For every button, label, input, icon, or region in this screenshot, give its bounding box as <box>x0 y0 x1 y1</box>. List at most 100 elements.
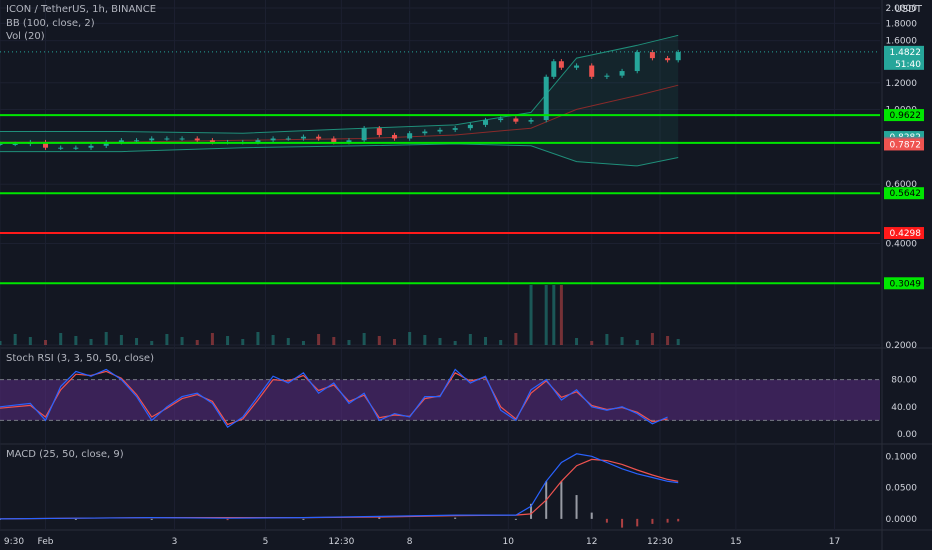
volume-bar <box>256 332 260 345</box>
macd-histogram-bar <box>621 518 624 528</box>
x-tick-label: 9:30 <box>4 537 24 547</box>
level-price-badge <box>884 277 924 290</box>
candle-body <box>331 138 337 143</box>
volume-bar <box>119 335 123 345</box>
level-price-badge <box>884 227 924 240</box>
price-pane[interactable] <box>0 34 880 345</box>
stoch-y-tick-label: 80.00 <box>891 376 917 386</box>
candle-body <box>209 140 215 143</box>
macd-y-tick-label: 0.1000 <box>886 452 918 462</box>
volume-bar <box>241 339 245 345</box>
candle-body <box>589 65 595 77</box>
stoch-rsi-legend: Stoch RSI (3, 3, 50, 50, close) <box>6 353 154 364</box>
level-price-label: 0.5642 <box>890 189 922 199</box>
candle-body <box>551 61 557 77</box>
volume-bar <box>635 340 639 345</box>
x-tick-label: 12:30 <box>647 537 673 547</box>
y-tick-label: 0.4000 <box>886 240 918 250</box>
countdown-label: 51:40 <box>895 60 921 70</box>
x-tick-label: 10 <box>503 537 515 547</box>
price-label-text: 0.7872 <box>890 140 922 150</box>
macd-histogram-bar <box>530 503 533 519</box>
volume-bar <box>195 340 199 345</box>
volume-bar <box>620 337 624 345</box>
volume-bar <box>438 338 442 345</box>
volume-bar <box>544 285 548 345</box>
candle-body <box>513 118 519 122</box>
macd-legend: MACD (25, 50, close, 9) <box>6 449 124 460</box>
candle-body <box>604 75 610 77</box>
volume-bar <box>377 336 381 345</box>
macd-histogram-bar <box>378 517 381 519</box>
volume-bar <box>468 334 472 345</box>
candle-body <box>88 145 94 148</box>
candle-body <box>665 58 671 61</box>
candle-body <box>270 138 276 141</box>
volume-bar <box>650 333 654 345</box>
candle-body <box>407 133 413 139</box>
current-price-label: 1.4822 <box>890 48 922 58</box>
volume-bar <box>44 340 48 345</box>
macd-histogram-bar <box>651 518 654 524</box>
level-price-badge <box>884 187 924 200</box>
volume-bar <box>165 334 169 345</box>
volume-bar <box>453 341 457 345</box>
macd-histogram-bar <box>575 495 578 519</box>
candle-body <box>634 52 640 72</box>
macd-histogram-bar <box>454 517 457 519</box>
stoch-y-tick-label: 40.00 <box>891 403 917 413</box>
candle-body <box>619 71 625 76</box>
volume-bar <box>575 338 579 345</box>
macd-histogram-bar <box>226 518 229 521</box>
macd-histogram-bar <box>605 518 608 523</box>
chart-title: ICON / TetherUS, 1h, BINANCE <box>6 4 157 15</box>
volume-bar <box>408 332 412 345</box>
level-price-label: 0.3049 <box>890 279 922 289</box>
candle-body <box>391 134 397 139</box>
y-tick-label: 1.6000 <box>886 37 918 47</box>
volume-bar <box>286 338 290 345</box>
y-tick-label: 2.0000 <box>886 4 918 14</box>
stoch-rsi-pane[interactable] <box>0 368 880 429</box>
bb-basis-line <box>0 84 679 143</box>
x-tick-label: 12:30 <box>328 537 354 547</box>
macd-histogram-bar <box>560 481 563 519</box>
stoch-band <box>0 379 880 421</box>
stoch-y-tick-label: 0.00 <box>897 430 917 440</box>
volume-bar <box>301 341 305 345</box>
candle-body <box>452 128 458 130</box>
price-axis[interactable]: 2.00001.80001.60001.20001.00000.60000.40… <box>884 4 924 525</box>
bb-fill <box>0 35 679 166</box>
volume-bar <box>499 340 503 345</box>
volume-bar <box>514 333 518 345</box>
macd-histogram-bar <box>150 518 153 520</box>
candle-body <box>255 140 261 143</box>
candle-body <box>12 143 18 145</box>
volume-bar <box>135 338 139 345</box>
candle-body <box>73 147 79 149</box>
volume-bar <box>676 339 680 345</box>
macd-histogram-bar <box>636 518 639 527</box>
volume-legend: Vol (20) <box>6 31 45 42</box>
candle-body <box>649 52 655 59</box>
candle-body <box>179 138 185 140</box>
x-tick-label: 8 <box>407 537 413 547</box>
volume-bar <box>332 337 336 345</box>
macd-histogram-bar <box>677 518 680 522</box>
candle-body <box>149 138 155 141</box>
level-price-label: 0.4298 <box>890 229 922 239</box>
volume-bar <box>59 333 63 345</box>
macd-histogram-bar <box>666 518 669 523</box>
macd-pane[interactable] <box>0 453 680 528</box>
volume-bar <box>74 336 78 345</box>
volume-bar <box>317 334 321 345</box>
axis-unit: USDT <box>894 4 922 15</box>
candle-body <box>498 118 504 121</box>
volume-bar <box>271 335 275 345</box>
macd-y-tick-label: 0.0500 <box>886 484 918 494</box>
candle-body <box>528 120 534 122</box>
macd-histogram-bar <box>74 518 77 520</box>
